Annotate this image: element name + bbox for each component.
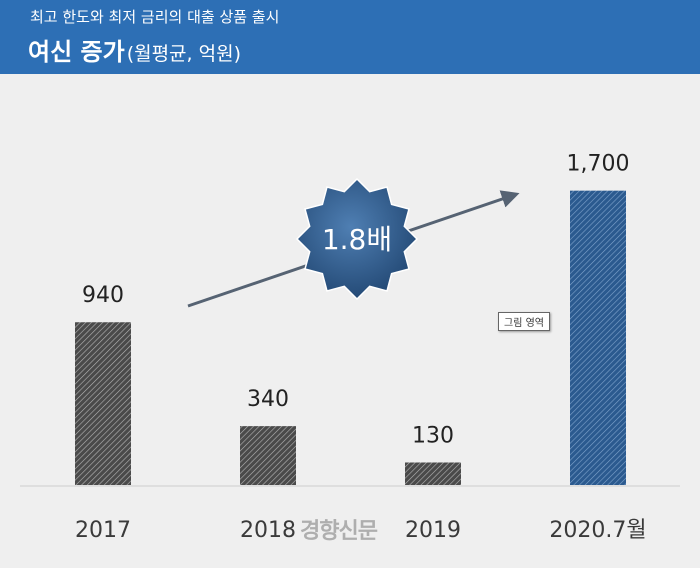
- value-label-2019: 130: [412, 423, 454, 448]
- chart-title: 여신 증가 (월평균, 억원): [28, 32, 241, 67]
- tooltip: 그림 영역: [498, 312, 550, 331]
- bar-2019: [405, 462, 461, 485]
- category-label-2018: 2018: [240, 518, 296, 543]
- watermark: 경향신문: [300, 519, 378, 544]
- unit-text: (월평균, 억원): [126, 43, 241, 65]
- category-label-2019: 2019: [405, 518, 461, 543]
- category-label-2020.7월: 2020.7월: [549, 518, 646, 543]
- bar-chart: 940 2017 340 2018 130 2019 1,700 2020.7월 1.8배: [20, 152, 680, 543]
- badge-text: 1.8배: [322, 223, 392, 256]
- value-label-2017: 940: [82, 283, 124, 308]
- bar-2020.7월: [570, 190, 626, 485]
- bar-2018: [240, 426, 296, 485]
- badge: 1.8배: [295, 177, 419, 301]
- bars-layer: [20, 190, 680, 487]
- bar-2017: [75, 322, 131, 485]
- category-label-2017: 2017: [75, 518, 131, 543]
- badge-shape: [295, 177, 419, 301]
- header-banner: 최고 한도와 최저 금리의 대출 상품 출시 여신 증가 (월평균, 억원): [0, 0, 700, 74]
- labels-layer: 940 2017 340 2018 130 2019 1,700 2020.7월: [75, 152, 647, 543]
- value-label-2020.7월: 1,700: [567, 152, 630, 177]
- title-text: 여신 증가: [28, 38, 125, 66]
- chart-subtitle: 최고 한도와 최저 금리의 대출 상품 출시: [30, 8, 280, 26]
- value-label-2018: 340: [247, 387, 289, 412]
